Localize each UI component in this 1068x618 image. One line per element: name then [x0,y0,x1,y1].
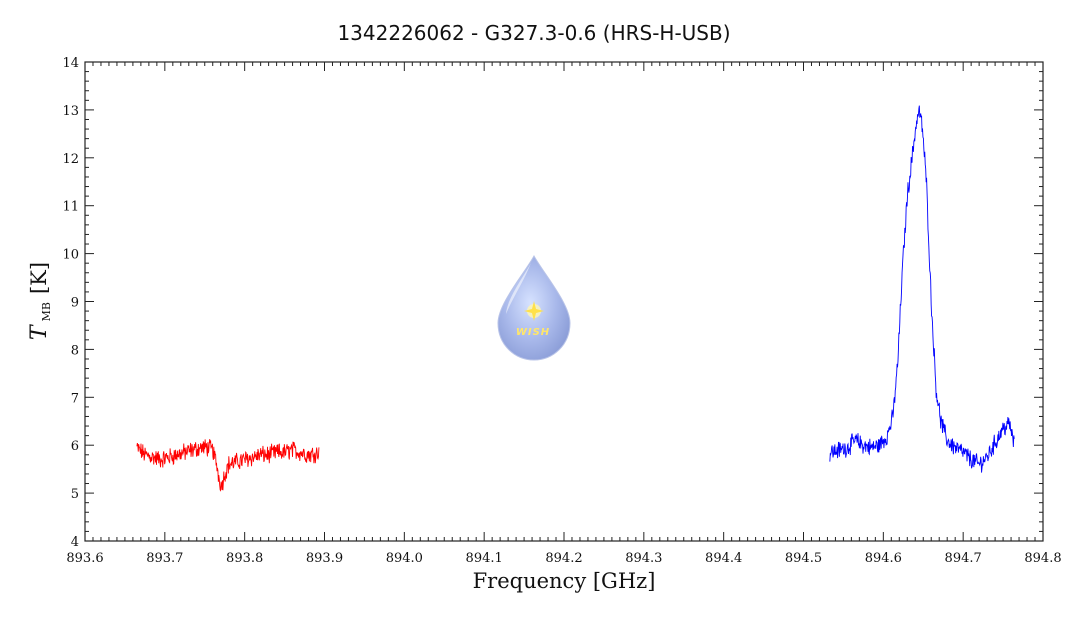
svg-text:T MB [K]: T MB [K] [27,262,54,340]
x-axis-label: Frequency [GHz] [473,569,656,593]
y-axis-label: T MB [K] [27,262,54,340]
y-tick-label: 4 [71,535,79,550]
y-tick-label: 14 [62,56,79,71]
x-tick-label: 893.7 [146,551,183,566]
y-axis-subscript: MB [40,302,53,321]
y-tick-label: 6 [71,439,79,454]
x-tick-labels: 893.6 893.7 893.8 893.9 894.0 894.1 894.2 894.3… [66,551,1061,566]
wish-logo-text: WISH [516,327,550,338]
x-tick-label: 894.0 [386,551,423,566]
x-tick-label: 894.1 [466,551,503,566]
x-tick-label: 893.6 [66,551,103,566]
series-line-1 [136,439,320,492]
x-tick-label: 893.8 [226,551,263,566]
x-tick-label: 894.4 [705,551,742,566]
star-icon [524,301,544,321]
x-tick-label: 894.3 [625,551,662,566]
y-tick-labels: 4 5 6 7 8 9 10 11 12 13 14 [62,56,79,550]
y-tick-label: 11 [62,200,79,215]
wish-logo: WISH [497,254,571,361]
y-tick-label: 12 [62,152,79,167]
y-tick-label: 10 [62,248,79,263]
y-tick-label: 5 [71,487,79,502]
y-tick-label: 9 [71,296,79,311]
y-tick-label: 8 [71,343,79,358]
axis-ticks [84,61,1044,542]
series-layer [136,105,1015,492]
y-tick-label: 7 [71,391,79,406]
y-axis-unit: [K] [27,262,51,294]
series-line-2 [829,105,1015,473]
x-tick-label: 894.8 [1024,551,1061,566]
x-tick-label: 893.9 [306,551,343,566]
x-tick-label: 894.2 [545,551,582,566]
chart-title: 1342226062 - G327.3-0.6 (HRS-H-USB) [337,21,730,45]
x-tick-label: 894.7 [945,551,982,566]
x-tick-label: 894.5 [785,551,822,566]
y-axis-symbol: T [27,323,52,340]
x-tick-label: 894.6 [865,551,902,566]
y-tick-label: 13 [62,104,79,119]
